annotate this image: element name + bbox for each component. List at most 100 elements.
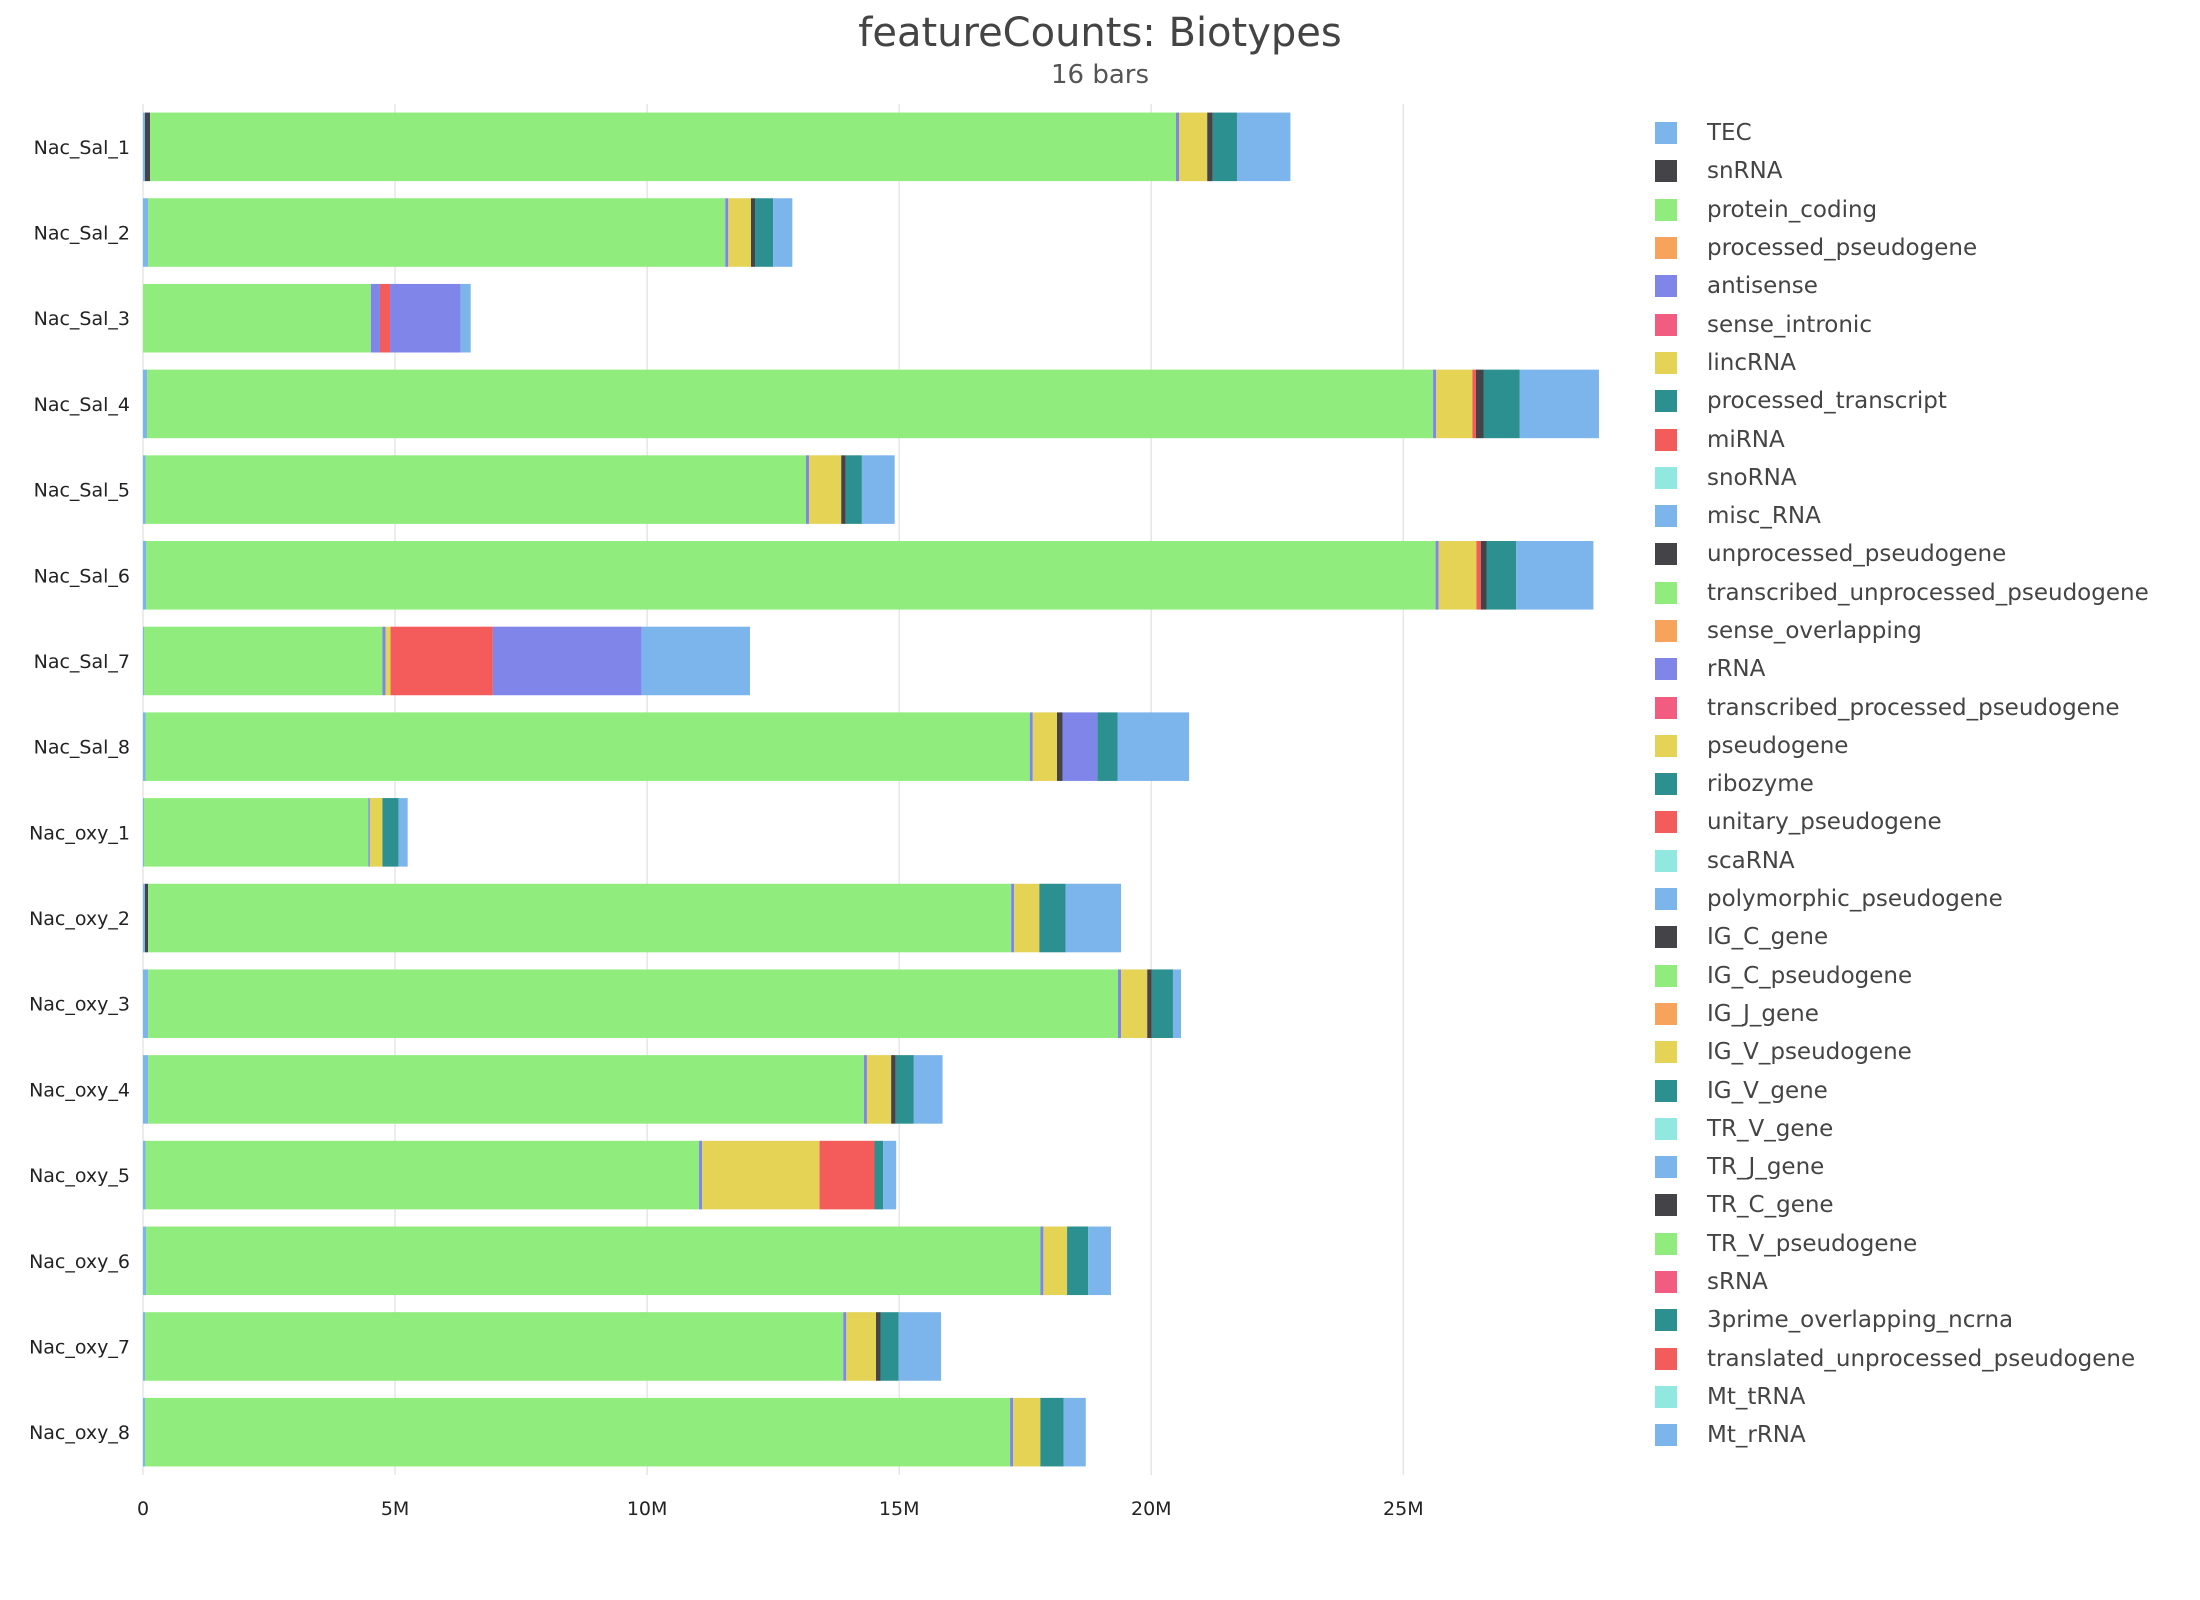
legend-item: IG_V_pseudogene bbox=[1655, 1033, 2149, 1071]
legend-item: TR_C_gene bbox=[1655, 1186, 2149, 1224]
y-tick-label: Nac_oxy_3 bbox=[29, 994, 130, 1016]
legend-swatch bbox=[1655, 122, 1677, 145]
legend-item: ribozyme bbox=[1655, 765, 2149, 803]
legend-label: TR_J_gene bbox=[1707, 1154, 1825, 1181]
bar-segment bbox=[143, 1226, 147, 1296]
legend-item: IG_C_pseudogene bbox=[1655, 957, 2149, 995]
bar-segment bbox=[1179, 112, 1208, 182]
legend-label: snRNA bbox=[1707, 158, 1783, 185]
bar-segment bbox=[883, 1140, 897, 1210]
legend-label: sense_intronic bbox=[1707, 311, 1872, 338]
bar-segment bbox=[143, 712, 146, 781]
legend-item: translated_unprocessed_pseudogene bbox=[1655, 1340, 2149, 1378]
legend-label: snoRNA bbox=[1707, 464, 1797, 491]
bar-segment bbox=[148, 198, 726, 267]
legend-swatch bbox=[1655, 543, 1677, 566]
legend-label: TR_V_pseudogene bbox=[1707, 1230, 1918, 1257]
bar-segment bbox=[145, 112, 151, 182]
bar-segment bbox=[1014, 883, 1040, 953]
bar-segment bbox=[1118, 969, 1122, 1038]
bar-segment bbox=[148, 1055, 864, 1124]
bar-segment bbox=[773, 198, 793, 267]
bar-segment bbox=[145, 712, 1030, 781]
y-tick-label: Nac_Sal_8 bbox=[34, 737, 130, 759]
bar-segment bbox=[368, 798, 370, 867]
legend-swatch bbox=[1655, 1156, 1677, 1179]
y-tick-label: Nac_oxy_1 bbox=[29, 822, 130, 844]
x-tick-label: 5M bbox=[381, 1498, 409, 1520]
bar-segment bbox=[895, 1055, 914, 1124]
bar-segment bbox=[143, 283, 371, 353]
legend-item: lincRNA bbox=[1655, 344, 2149, 382]
bar-segment bbox=[1040, 1226, 1044, 1296]
bar-segment bbox=[1065, 883, 1122, 953]
bar-segment bbox=[1472, 369, 1476, 439]
y-tick-label: Nac_oxy_8 bbox=[29, 1422, 130, 1444]
legend-item: TR_V_gene bbox=[1655, 1110, 2149, 1148]
bar-segment bbox=[725, 198, 729, 267]
bar-segment bbox=[1435, 541, 1439, 610]
bar-segment bbox=[150, 112, 1176, 182]
legend-swatch bbox=[1655, 428, 1677, 451]
bar-segment bbox=[1011, 883, 1015, 953]
bar-segment bbox=[143, 798, 145, 867]
legend-swatch bbox=[1655, 1347, 1677, 1370]
bar-segment bbox=[1151, 969, 1173, 1038]
bar-segment bbox=[1088, 1226, 1111, 1296]
legend-label: unitary_pseudogene bbox=[1707, 809, 1942, 836]
bar-segment bbox=[143, 369, 148, 439]
legend-item: snRNA bbox=[1655, 152, 2149, 190]
legend-item: sense_intronic bbox=[1655, 305, 2149, 343]
legend-label: miRNA bbox=[1707, 426, 1785, 453]
legend-swatch bbox=[1655, 581, 1677, 604]
legend-swatch bbox=[1655, 237, 1677, 260]
bar-segment bbox=[145, 1140, 700, 1210]
bar-segment bbox=[144, 626, 383, 696]
bar-segment bbox=[1519, 369, 1599, 439]
x-tick-label: 15M bbox=[879, 1498, 920, 1520]
legend-label: IG_J_gene bbox=[1707, 1000, 1819, 1027]
legend-item: TR_J_gene bbox=[1655, 1148, 2149, 1186]
bar-segment bbox=[143, 1055, 149, 1124]
legend-label: TR_C_gene bbox=[1707, 1192, 1834, 1219]
legend-swatch bbox=[1655, 466, 1677, 489]
bar-segment bbox=[145, 455, 806, 524]
y-tick-label: Nac_Sal_6 bbox=[34, 565, 130, 587]
legend-item: IG_V_gene bbox=[1655, 1071, 2149, 1109]
bar-segment bbox=[863, 1055, 867, 1124]
bar-segment bbox=[1063, 1397, 1086, 1467]
legend-label: sense_overlapping bbox=[1707, 618, 1922, 644]
bar-segment bbox=[1236, 112, 1291, 182]
legend-label: protein_coding bbox=[1707, 196, 1878, 223]
bar-segment bbox=[898, 1312, 942, 1381]
bar-segment bbox=[146, 541, 1436, 610]
bar-segment bbox=[143, 969, 149, 1038]
legend-label: Mt_tRNA bbox=[1707, 1383, 1806, 1410]
legend-item: miRNA bbox=[1655, 420, 2149, 458]
bar-segment bbox=[699, 1140, 703, 1210]
legend-swatch bbox=[1655, 1117, 1677, 1140]
bar-segment bbox=[145, 1312, 844, 1381]
legend-swatch bbox=[1655, 1079, 1677, 1102]
bar-segment bbox=[1029, 712, 1033, 781]
bar-segment bbox=[841, 455, 846, 524]
bar-segment bbox=[866, 1055, 892, 1124]
x-tick-label: 20M bbox=[1131, 1498, 1172, 1520]
bar-segment bbox=[1117, 712, 1190, 781]
y-tick-label: Nac_Sal_3 bbox=[34, 308, 130, 330]
bar-segment bbox=[1436, 369, 1473, 439]
legend-item: TEC bbox=[1655, 114, 2149, 152]
legend-swatch bbox=[1655, 1424, 1677, 1447]
bar-segment bbox=[1175, 112, 1180, 182]
bar-segment bbox=[1057, 712, 1063, 781]
bar-segment bbox=[147, 369, 1434, 439]
bar-segment bbox=[1433, 369, 1437, 439]
legend-item: TR_V_pseudogene bbox=[1655, 1225, 2149, 1263]
legend-label: transcribed_unprocessed_pseudogene bbox=[1707, 579, 2149, 606]
bar-segment bbox=[1516, 541, 1594, 610]
legend-item: Mt_tRNA bbox=[1655, 1378, 2149, 1416]
bar-segment bbox=[1480, 541, 1487, 610]
legend-item: antisense bbox=[1655, 267, 2149, 305]
legend-item: snoRNA bbox=[1655, 459, 2149, 497]
